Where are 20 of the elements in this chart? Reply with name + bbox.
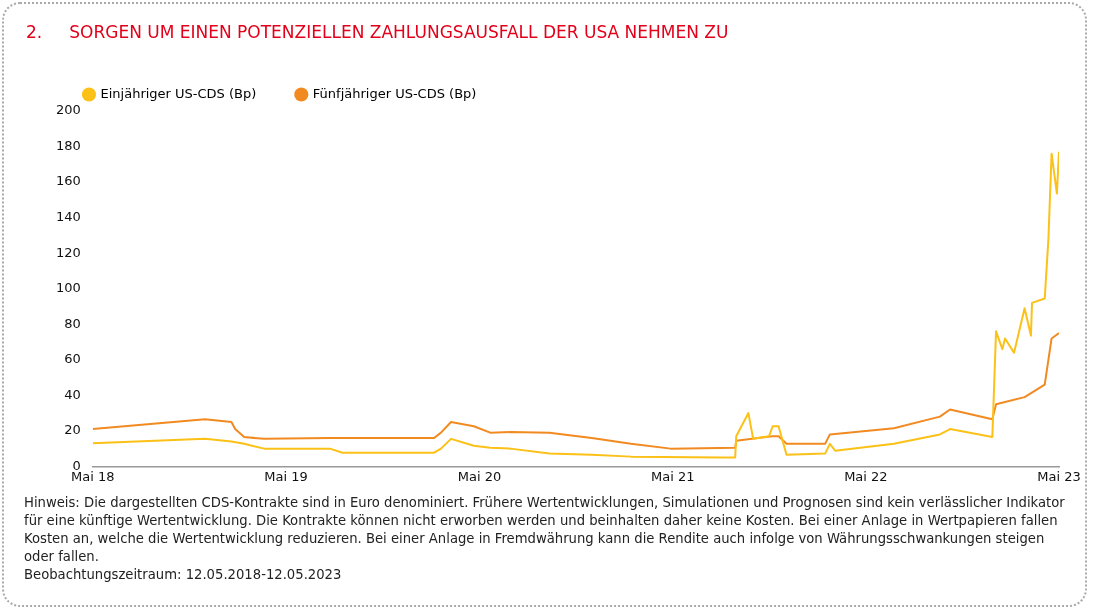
- x-tick-label: Mai 22: [844, 468, 888, 484]
- x-tick-label: Mai 20: [457, 468, 502, 484]
- y-tick-label: 20: [64, 422, 81, 438]
- y-tick-label: 80: [64, 315, 81, 331]
- y-tick-label: 60: [64, 351, 81, 367]
- x-tick-label: Mai 21: [651, 468, 695, 484]
- x-tick-label: Mai 19: [264, 468, 308, 484]
- y-tick-label: 100: [55, 280, 81, 296]
- y-tick-label: 140: [55, 208, 81, 224]
- legend-label: Fünfjähriger US-CDS (Bp): [312, 85, 477, 101]
- y-tick-label: 200: [55, 102, 81, 118]
- chart-title: 2. SORGEN UM EINEN POTENZIELLEN ZAHLUNGSAUSFALL DER USA NEHMEN ZU: [26, 22, 729, 42]
- text: Beobachtungszeitraum: 12.05.2018-12.05.2023: [24, 566, 343, 584]
- x-tick-label: Mai 23: [1037, 468, 1081, 484]
- y-tick-label: 160: [55, 173, 81, 189]
- y-tick-label: 180: [55, 137, 81, 153]
- text: Hinweis: Die dargestellten CDS-Kontrakte sind in Euro denominiert. Frühere Wertentwicklungen, Simulationen und Prognosen sind kein verlässlicher Indikator für eine künftige Wertentwicklung. Die Kontrakte können nicht erworben werden und beinhalten daher keine Kosten. Bei einer Anlage in Wertpapieren fallen Kosten an, welche die Wertentwicklung reduzieren. Bei einer Anlage in Fremdwährung kann die Rendite auch infolge von Währungsschwankungen steigen oder fallen.: [24, 494, 1066, 566]
- legend-label: Einjähriger US-CDS (Bp): [100, 85, 257, 101]
- y-tick-label: 40: [64, 386, 81, 402]
- y-tick-label: 120: [55, 244, 81, 260]
